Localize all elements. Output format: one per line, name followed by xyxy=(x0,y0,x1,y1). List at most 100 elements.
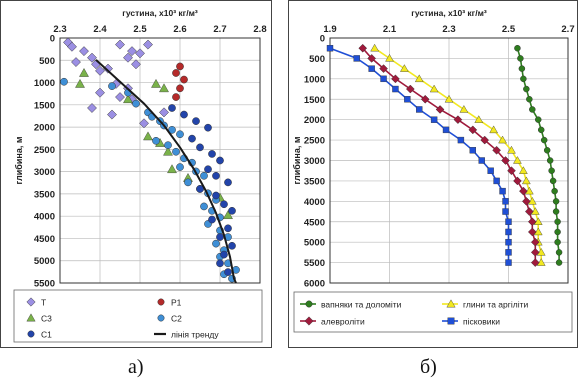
b-series-line xyxy=(374,47,542,263)
a-point-c1 xyxy=(188,134,196,143)
b-ytick-label: 3000 xyxy=(304,156,325,167)
b-point xyxy=(552,198,560,205)
b-point xyxy=(370,43,379,52)
a-xtick-label: 2.3 xyxy=(53,24,66,35)
a-ylabel: глибина, м xyxy=(14,136,24,184)
b-ytick-label: 5000 xyxy=(304,238,325,249)
b-point xyxy=(505,259,512,266)
a-legend-label: C1 xyxy=(41,330,52,340)
b-xtick-label: 2.3 xyxy=(442,24,455,35)
chart-b-svg: густина, x10³ кг/м³ глибина, м 1.9 2.1 2.3 2.… xyxy=(288,0,578,348)
a-point-c3 xyxy=(163,146,173,156)
a-point-t xyxy=(95,87,105,98)
b-point xyxy=(505,238,512,246)
b-point xyxy=(555,259,563,266)
b-point xyxy=(493,177,500,185)
a-trend-line xyxy=(95,59,237,284)
b-legend-marker xyxy=(447,317,455,325)
a-ytick-label: 5500 xyxy=(34,279,55,290)
b-point xyxy=(537,126,545,134)
b-legend: вапняки та доломіти глини та аргіліти алев… xyxy=(293,291,573,333)
b-point xyxy=(492,145,501,155)
b-xtick-label: 2.1 xyxy=(383,24,397,35)
b-point xyxy=(527,196,537,205)
a-point-c1 xyxy=(168,104,176,112)
b-legend-label: алевроліти xyxy=(321,317,365,327)
a-point-t xyxy=(107,109,117,120)
a-title: густина, x10³ кг/м³ xyxy=(122,8,198,18)
b-title: густина, x10³ кг/м³ xyxy=(411,8,487,18)
a-plot-area xyxy=(59,37,261,284)
b-point xyxy=(430,116,438,123)
a-legend: T P1 C3 C2 C1 лінія тренду xyxy=(13,289,263,343)
b-point xyxy=(536,258,546,266)
a-point-c2 xyxy=(164,141,172,150)
a-point-p1 xyxy=(172,93,180,101)
b-point xyxy=(368,65,375,72)
a-point-c3 xyxy=(79,67,89,77)
b-point xyxy=(521,196,531,206)
b-ytick-label: 4500 xyxy=(304,217,325,228)
a-point-c2 xyxy=(60,77,68,86)
a-point-c1 xyxy=(196,143,204,152)
a-point-c1 xyxy=(224,178,232,187)
a-ytick-label: 0 xyxy=(50,34,55,45)
b-point xyxy=(392,85,399,93)
a-point-c1 xyxy=(180,110,188,119)
a-marks xyxy=(60,37,240,284)
a-point-t xyxy=(87,52,97,63)
b-legend-marker xyxy=(304,316,314,326)
b-ytick-label: 6000 xyxy=(304,279,325,290)
a-point-c1 xyxy=(192,117,200,125)
b-point xyxy=(379,64,388,73)
b-point xyxy=(529,106,536,113)
b-point xyxy=(404,96,411,103)
b-point xyxy=(502,208,509,215)
a-point-t xyxy=(123,52,133,63)
a-point-t xyxy=(143,39,153,50)
chart-a-svg: густина, x10³ кг/м³ глибина, м 2.3 2.4 2.5 2.… xyxy=(0,0,272,348)
b-ytick-label: 3500 xyxy=(304,176,325,187)
b-legend-label: вапняки та доломіти xyxy=(321,300,402,310)
b-point xyxy=(546,157,554,164)
b-point xyxy=(520,75,527,83)
subfigure-label-a: а) xyxy=(128,356,144,378)
b-point xyxy=(505,249,512,256)
a-point-c3 xyxy=(223,210,233,219)
b-point xyxy=(358,43,368,53)
a-point-t xyxy=(87,103,97,113)
a-point-c1 xyxy=(196,185,204,193)
b-point xyxy=(548,167,555,174)
a-legend-marker xyxy=(27,330,35,338)
a-point-c1 xyxy=(224,268,232,276)
b-point xyxy=(391,74,400,84)
b-point xyxy=(453,115,463,125)
b-point xyxy=(519,186,528,196)
b-point xyxy=(444,94,454,103)
a-point-c1 xyxy=(216,259,224,268)
b-point xyxy=(530,207,540,215)
b-point xyxy=(533,217,543,225)
b-plot-area xyxy=(329,37,569,284)
b-point xyxy=(435,105,445,114)
b-point xyxy=(517,55,524,62)
a-xtick-label: 2.6 xyxy=(173,24,186,35)
b-point xyxy=(480,135,490,145)
a-point-c3 xyxy=(159,83,169,93)
b-point xyxy=(524,186,534,195)
b-xtick-label: 1.9 xyxy=(323,24,336,35)
a-ytick-label: 4000 xyxy=(34,212,55,223)
a-point-c2 xyxy=(176,163,184,171)
b-point xyxy=(405,84,415,94)
a-point-c2 xyxy=(132,99,140,108)
b-point xyxy=(527,227,537,237)
a-point-c1 xyxy=(204,165,212,174)
b-point xyxy=(514,44,521,52)
b-point xyxy=(353,55,360,62)
a-ytick-label: 4500 xyxy=(34,234,55,245)
a-legend-marker xyxy=(26,313,36,322)
b-point xyxy=(498,135,507,144)
a-point-t xyxy=(135,48,145,59)
a-ytick-label: 500 xyxy=(39,56,55,67)
b-point xyxy=(519,166,528,174)
